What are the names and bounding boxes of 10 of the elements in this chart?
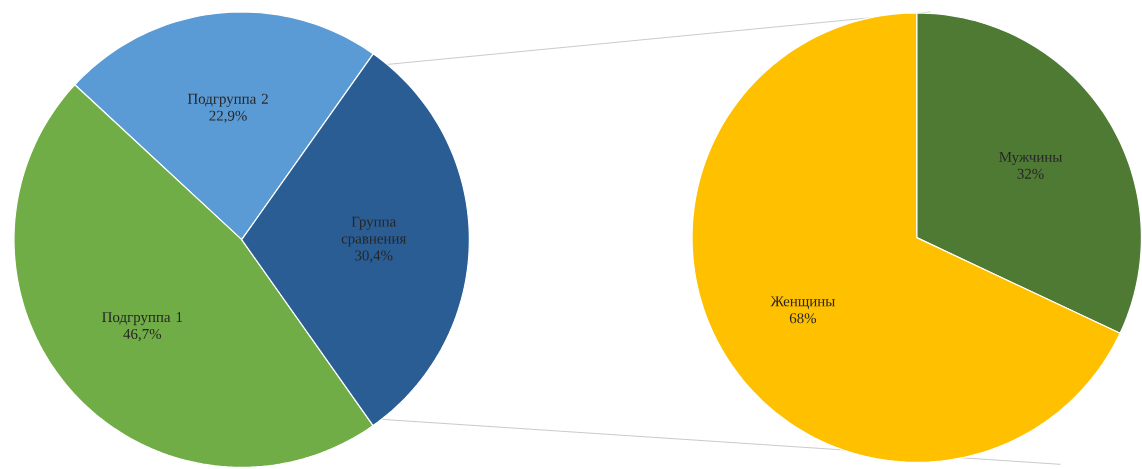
data-label: 46,7%: [123, 328, 162, 341]
slice-label: Женщины: [770, 296, 835, 310]
data-label: 68%: [789, 313, 817, 324]
data-label: 22,9%: [209, 110, 247, 123]
data-label: 30,4%: [355, 250, 393, 263]
slice-label: Группа сравнения: [341, 216, 407, 247]
data-label: 32%: [1017, 168, 1044, 179]
slice-label: Подгруппа 1: [102, 311, 183, 325]
slice-label: Подгруппа 2: [187, 93, 268, 107]
slice-label: Мужчины: [999, 151, 1062, 165]
